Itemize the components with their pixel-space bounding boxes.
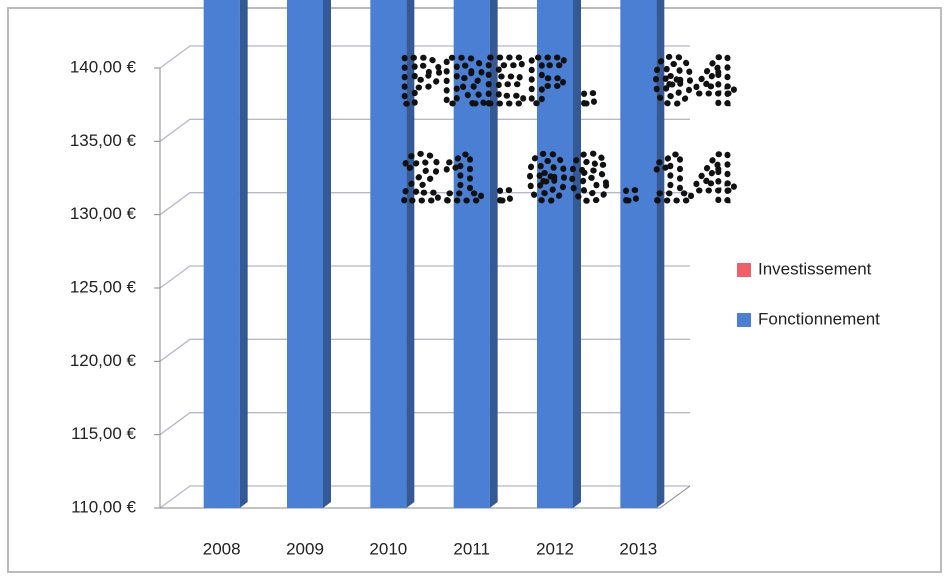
- y-tick-label: 110,00 €: [71, 497, 136, 516]
- bar: [537, 0, 573, 508]
- bar-side: [239, 0, 248, 508]
- grid-line: [159, 265, 690, 289]
- bar-side: [489, 0, 498, 508]
- grid-line: [159, 192, 690, 216]
- y-tick-label: 135,00 €: [70, 131, 137, 150]
- legend-label: Fonctionnement: [758, 309, 880, 328]
- bar: [203, 0, 240, 508]
- y-tick-label: 120,00 €: [70, 351, 137, 370]
- x-tick-label: 2013: [619, 539, 657, 558]
- bar: [370, 0, 407, 508]
- bar-side: [656, 0, 665, 508]
- bar: [620, 0, 657, 508]
- x-tick-label: 2010: [369, 539, 407, 558]
- stamp-line-1: PREF. 04: [400, 46, 736, 125]
- y-tick-label: 115,00 €: [71, 424, 136, 443]
- bar-side: [323, 0, 331, 508]
- y-tick-label: 140,00 €: [70, 57, 137, 76]
- bar-side: [573, 0, 581, 508]
- grid-line: [159, 412, 690, 436]
- grid-line: [159, 45, 690, 69]
- x-tick-label: 2009: [286, 539, 324, 558]
- grid-line: [159, 485, 690, 509]
- x-tick-label: 2012: [536, 539, 574, 558]
- bar: [453, 0, 490, 508]
- legend-swatch: [737, 313, 751, 327]
- grid-line: [159, 338, 690, 362]
- y-tick-label: 130,00 €: [70, 204, 137, 223]
- bar: [287, 0, 323, 508]
- floor-edge: [160, 485, 691, 509]
- bar-side: [406, 0, 415, 508]
- legend-swatch: [737, 263, 751, 277]
- legend-label: Investissement: [758, 259, 872, 278]
- x-tick-label: 2008: [203, 539, 241, 558]
- stamp-line-2: 21.06.14: [400, 143, 736, 222]
- y-tick-label: 125,00 €: [70, 277, 137, 296]
- grid-line: [159, 118, 690, 142]
- x-tick-label: 2011: [453, 539, 490, 558]
